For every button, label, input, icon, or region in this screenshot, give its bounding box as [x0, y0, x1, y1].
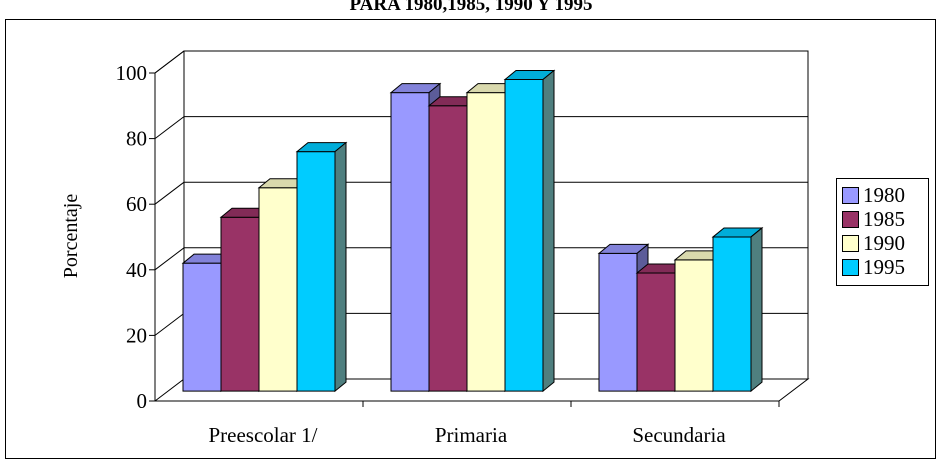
bar-side: [334, 141, 347, 393]
bar-front: [220, 216, 260, 392]
legend: 1980 1985 1990 1995: [836, 178, 929, 286]
bar-side: [542, 69, 555, 393]
x-category-label: Primaria: [435, 423, 508, 447]
legend-label: 1990: [863, 231, 905, 255]
legend-swatch: [842, 186, 859, 204]
gridline-side: [154, 313, 185, 336]
legend-label: 1980: [863, 183, 905, 207]
y-axis-title: Porcentaje: [60, 194, 82, 279]
bar-front: [258, 187, 298, 392]
chart-title: PARA 1980,1985, 1990 Y 1995: [349, 0, 593, 15]
legend-label: 1995: [863, 255, 905, 279]
bar: [295, 141, 348, 393]
gridline-side: [154, 116, 185, 139]
y-tick-label: 20: [126, 323, 147, 347]
chart-frame: [5, 19, 936, 459]
legend-swatch: [842, 210, 859, 228]
gridline-side: [154, 181, 185, 205]
bar-front: [598, 252, 638, 392]
bar: [503, 69, 556, 393]
bar-front: [504, 79, 544, 392]
bar-front: [636, 272, 676, 392]
x-category-label: Preescolar 1/: [208, 423, 317, 447]
bar-front: [390, 92, 430, 392]
legend-item: 1995: [842, 255, 928, 279]
bar-front: [712, 236, 752, 392]
y-tick-label: 0: [137, 389, 148, 413]
legend-label: 1985: [863, 207, 905, 231]
bar-front: [466, 92, 506, 392]
gridline-side: [154, 50, 185, 74]
bar-front: [296, 151, 336, 392]
legend-item: 1985: [842, 207, 928, 231]
gridline-side: [154, 247, 185, 271]
y-tick-label: 100: [116, 61, 148, 85]
legend-swatch: [842, 258, 859, 276]
bar-side: [750, 226, 763, 393]
legend-swatch: [842, 234, 859, 252]
y-tick-label: 40: [126, 258, 147, 282]
y-tick-label: 60: [126, 192, 147, 216]
legend-item: 1980: [842, 183, 928, 207]
bar-front: [674, 259, 714, 392]
legend-item: 1990: [842, 231, 928, 255]
y-tick-label: 80: [126, 127, 147, 151]
bar-front: [182, 262, 222, 392]
bar: [711, 226, 764, 393]
bar-front: [428, 105, 468, 392]
x-category-label: Secundaria: [632, 423, 726, 447]
